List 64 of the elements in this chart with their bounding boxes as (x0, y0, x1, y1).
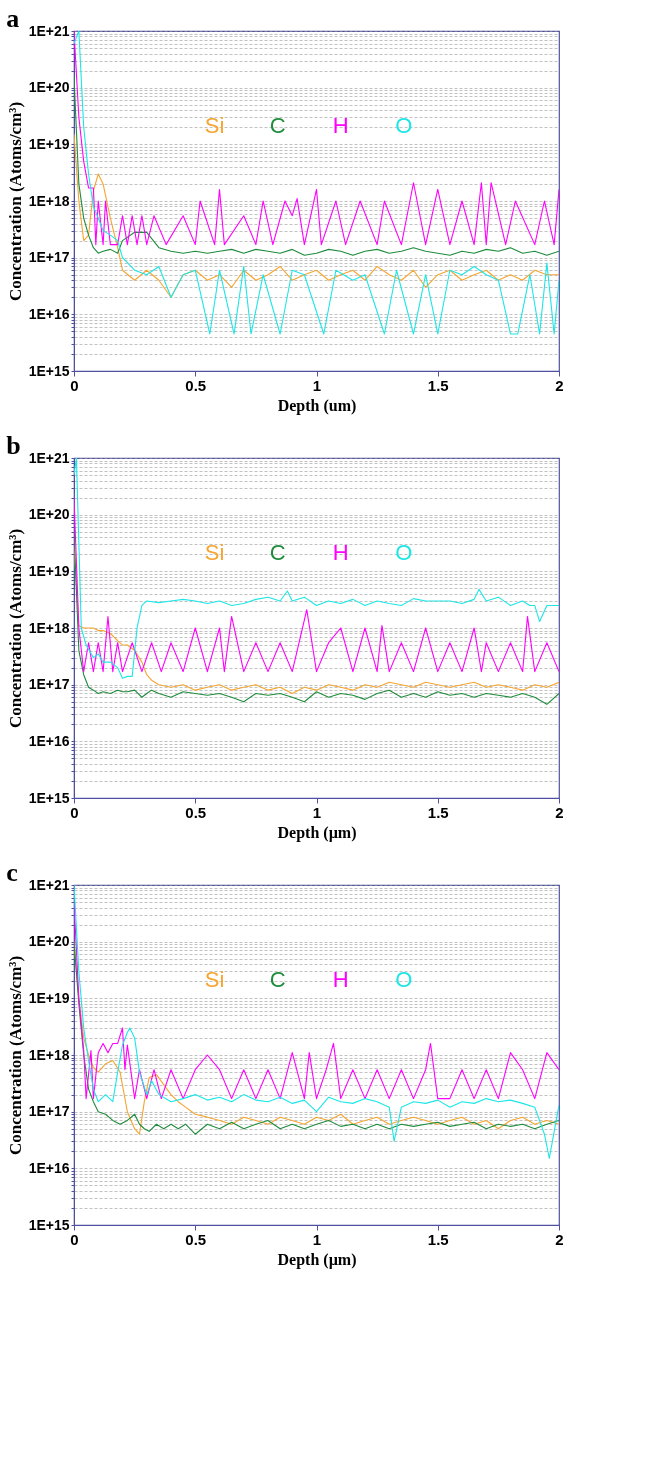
line-series (74, 458, 559, 679)
text: H (332, 113, 349, 139)
x-tick-label: 2 (555, 803, 564, 821)
y-tick-label: 1E+18 (28, 192, 70, 209)
x-tick-label: 2 (555, 1230, 564, 1248)
x-tick-label: 1.5 (427, 803, 449, 821)
y-tick-label: 1E+21 (28, 876, 70, 893)
line-series (74, 941, 559, 1135)
x-axis-title: Depth (um) (277, 396, 357, 415)
text: O (395, 967, 413, 993)
x-tick-label: 0.5 (185, 803, 207, 821)
text: Si (204, 540, 225, 566)
x-tick-label: 1.5 (427, 376, 449, 394)
x-tick-label: 2 (555, 376, 564, 394)
y-tick-label: 1E+19 (28, 562, 70, 579)
y-tick-label: 1E+15 (28, 362, 70, 379)
y-tick-label: 1E+19 (28, 135, 70, 152)
x-tick-label: 0.5 (185, 376, 207, 394)
x-tick-label: 0 (70, 1230, 79, 1248)
y-axis-title: Concentration (Atoms/cm³) (5, 955, 25, 1156)
y-tick-label: 1E+16 (28, 732, 70, 749)
series-label: O (395, 540, 413, 566)
text: C (269, 967, 286, 993)
y-tick-label: 1E+16 (28, 305, 70, 322)
y-tick-label: 1E+21 (28, 449, 70, 466)
y-tick-label: 1E+17 (28, 249, 70, 266)
y-tick-label: 1E+15 (28, 1216, 70, 1233)
y-tick-label: 1E+18 (28, 619, 70, 636)
text: Si (204, 113, 225, 139)
x-tick-label: 1 (312, 803, 322, 821)
y-tick-label: 1E+15 (28, 789, 70, 806)
text: O (395, 113, 413, 139)
y-tick-label: 1E+17 (28, 1103, 70, 1120)
chart-title: b (6, 431, 21, 460)
line-series (74, 31, 559, 246)
x-tick-label: 0.5 (185, 1230, 207, 1248)
x-tick-label: 1 (312, 376, 322, 394)
line-series (74, 31, 559, 335)
chart-title: c (6, 858, 18, 887)
x-tick-label: 0 (70, 803, 79, 821)
x-tick-label: 1.5 (427, 1230, 449, 1248)
text: Si (204, 967, 225, 993)
y-tick-label: 1E+17 (28, 676, 70, 693)
x-tick-label: 1 (312, 1230, 322, 1248)
text: C (269, 113, 286, 139)
y-tick-label: 1E+20 (28, 79, 70, 96)
y-tick-label: 1E+19 (28, 989, 70, 1006)
y-tick-label: 1E+21 (28, 22, 70, 39)
y-tick-label: 1E+20 (28, 933, 70, 950)
x-axis-title: Depth (µm) (277, 1250, 357, 1269)
line-series (74, 133, 559, 298)
y-tick-label: 1E+18 (28, 1046, 70, 1063)
text: H (332, 540, 349, 566)
line-series (74, 885, 559, 1159)
y-tick-label: 1E+20 (28, 506, 70, 523)
y-axis-title: Concentration (Atoms/cm³) (5, 528, 25, 729)
x-tick-label: 0 (70, 376, 79, 394)
y-tick-label: 1E+16 (28, 1159, 70, 1176)
text: C (269, 540, 286, 566)
y-axis-title: Concentration (Atoms/cm³) (5, 101, 25, 302)
text: H (332, 967, 349, 993)
chart-title: a (6, 4, 20, 33)
line-series (74, 497, 559, 673)
x-axis-title: Depth (µm) (277, 823, 357, 842)
